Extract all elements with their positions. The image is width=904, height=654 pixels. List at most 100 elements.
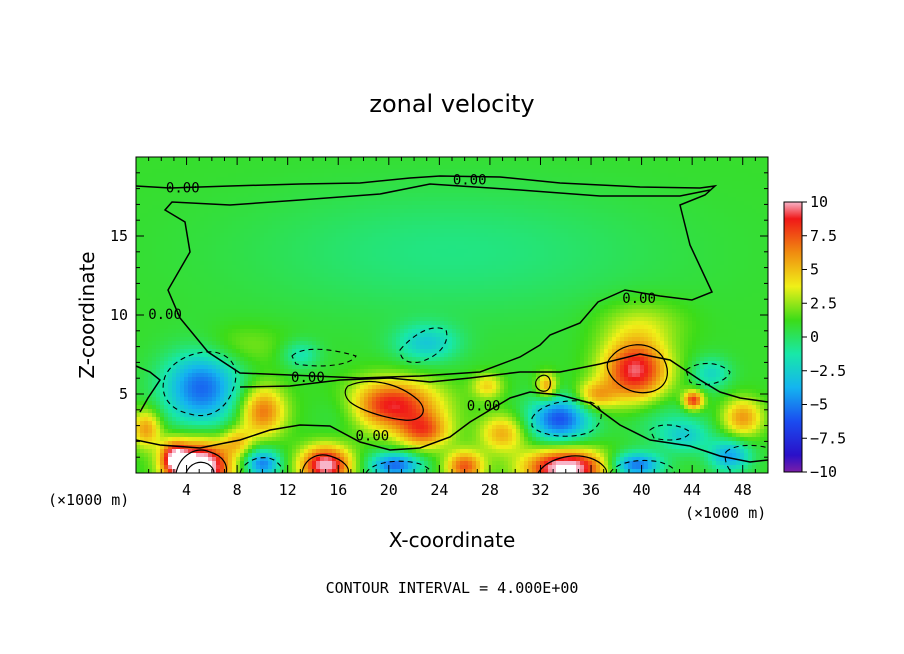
heatmap-cell (404, 181, 409, 186)
heatmap-cell (368, 201, 373, 206)
heatmap-cell (372, 201, 377, 206)
heatmap-cell (144, 245, 149, 250)
heatmap-cell (344, 157, 349, 162)
heatmap-cell (160, 229, 165, 234)
heatmap-cell (208, 177, 213, 182)
heatmap-cell (292, 193, 297, 198)
heatmap-cell (312, 265, 317, 270)
heatmap-cell (328, 281, 333, 286)
heatmap-cell (360, 225, 365, 230)
heatmap-cell (156, 213, 161, 218)
heatmap-cell (448, 209, 453, 214)
heatmap-cell (160, 189, 165, 194)
heatmap-cell (640, 217, 645, 222)
heatmap-cell (580, 161, 585, 166)
heatmap-cell (552, 273, 557, 278)
heatmap-cell (700, 225, 705, 230)
heatmap-cell (756, 213, 761, 218)
heatmap-cell (608, 273, 613, 278)
heatmap-cell (548, 273, 553, 278)
heatmap-cell (320, 189, 325, 194)
heatmap-cell (288, 189, 293, 194)
heatmap-cell (296, 261, 301, 266)
heatmap-cell (452, 169, 457, 174)
heatmap-cell (516, 257, 521, 262)
heatmap-cell (308, 257, 313, 262)
heatmap-cell (192, 233, 197, 238)
heatmap-cell (472, 197, 477, 202)
heatmap-cell (384, 173, 389, 178)
heatmap-cell (636, 201, 641, 206)
heatmap-cell (564, 197, 569, 202)
heatmap-cell (228, 213, 233, 218)
heatmap-cell (448, 169, 453, 174)
heatmap-cell (420, 245, 425, 250)
heatmap-cell (628, 261, 633, 266)
heatmap-cell (412, 201, 417, 206)
heatmap-cell (572, 177, 577, 182)
heatmap-cell (160, 233, 165, 238)
heatmap-cell (156, 173, 161, 178)
heatmap-cell (736, 185, 741, 190)
heatmap-cell (720, 213, 725, 218)
heatmap-cell (180, 177, 185, 182)
heatmap-cell (756, 257, 761, 262)
heatmap-cell (500, 249, 505, 254)
heatmap-cell (636, 249, 641, 254)
heatmap-cell (268, 217, 273, 222)
heatmap-cell (552, 261, 557, 266)
heatmap-cell (528, 177, 533, 182)
heatmap-cell (552, 205, 557, 210)
heatmap-cell (356, 213, 361, 218)
heatmap-cell (692, 173, 697, 178)
heatmap-cell (552, 253, 557, 258)
heatmap-cell (624, 249, 629, 254)
heatmap-cell (396, 217, 401, 222)
heatmap-cell (356, 241, 361, 246)
heatmap-cell (288, 221, 293, 226)
heatmap-cell (552, 221, 557, 226)
heatmap-cell (492, 221, 497, 226)
heatmap-cell (560, 241, 565, 246)
heatmap-cell (196, 221, 201, 226)
heatmap-cell (148, 241, 153, 246)
heatmap-cell (680, 157, 685, 162)
heatmap-cell (404, 245, 409, 250)
heatmap-cell (620, 237, 625, 242)
heatmap-cell (644, 257, 649, 262)
heatmap-cell (684, 173, 689, 178)
heatmap-cell (700, 157, 705, 162)
heatmap-cell (480, 209, 485, 214)
heatmap-cell (456, 165, 461, 170)
heatmap-cell (204, 249, 209, 254)
heatmap-cell (436, 245, 441, 250)
heatmap-cell (392, 241, 397, 246)
heatmap-cell (532, 161, 537, 166)
heatmap-cell (556, 249, 561, 254)
heatmap-cell (360, 217, 365, 222)
heatmap-cell (404, 177, 409, 182)
heatmap-cell (384, 269, 389, 274)
heatmap-cell (456, 201, 461, 206)
heatmap-cell (676, 277, 681, 282)
heatmap-cell (492, 165, 497, 170)
heatmap-cell (728, 265, 733, 270)
heatmap-cell (136, 269, 141, 274)
heatmap-cell (260, 245, 265, 250)
heatmap-cell (248, 173, 253, 178)
heatmap-cell (620, 233, 625, 238)
heatmap-cell (668, 221, 673, 226)
heatmap-cell (512, 245, 517, 250)
heatmap-cell (548, 225, 553, 230)
heatmap-cell (320, 185, 325, 190)
heatmap-cell (488, 213, 493, 218)
heatmap-cell (216, 269, 221, 274)
heatmap-cell (256, 281, 261, 286)
heatmap-cell (684, 261, 689, 266)
heatmap-cell (292, 189, 297, 194)
heatmap-cell (312, 225, 317, 230)
heatmap-cell (388, 245, 393, 250)
heatmap-cell (284, 177, 289, 182)
heatmap-cell (596, 273, 601, 278)
heatmap-cell (672, 221, 677, 226)
